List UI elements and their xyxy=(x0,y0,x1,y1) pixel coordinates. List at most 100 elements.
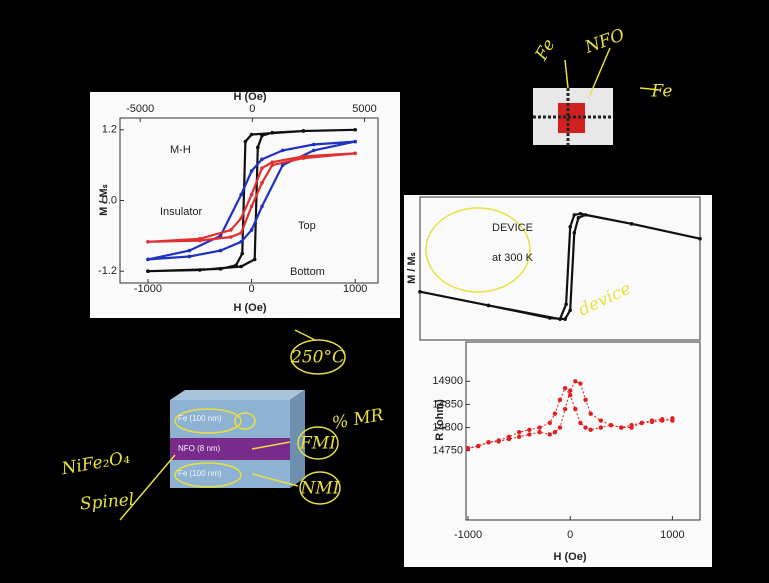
y-axis-label: M / Mₛ xyxy=(406,252,418,284)
slide: -100001000-5000050001.20.0-1.2H (Oe)H (O… xyxy=(0,0,769,583)
x-axis-label: H (Oe) xyxy=(234,302,267,314)
y-tick-label: 1.2 xyxy=(102,124,117,136)
data-point xyxy=(239,231,243,235)
data-point xyxy=(250,169,254,173)
data-point xyxy=(466,446,470,450)
x2-tick-label: 5000 xyxy=(352,103,376,115)
data-point xyxy=(239,240,243,244)
y-tick-label: 14900 xyxy=(432,375,463,387)
data-point xyxy=(229,228,233,232)
data-point xyxy=(553,430,557,434)
data-point xyxy=(239,193,243,197)
data-point xyxy=(260,157,264,161)
annotation: M-H xyxy=(170,144,191,156)
data-point xyxy=(239,265,243,269)
data-point xyxy=(239,216,243,220)
data-point xyxy=(650,420,654,424)
data-point xyxy=(537,430,541,434)
data-point xyxy=(312,149,316,153)
data-point xyxy=(577,216,581,220)
data-point xyxy=(660,418,664,422)
data-point xyxy=(579,212,583,216)
data-point xyxy=(583,398,587,402)
device-photo xyxy=(533,88,613,145)
data-point xyxy=(640,421,644,425)
annotation: DEVICE xyxy=(492,222,533,234)
data-point xyxy=(253,258,257,262)
data-point xyxy=(629,425,633,429)
layer-label: Fe (100 nm) xyxy=(178,469,222,478)
data-point xyxy=(188,255,192,259)
data-point xyxy=(573,407,577,411)
data-point xyxy=(486,440,490,444)
data-point xyxy=(229,235,233,239)
data-point xyxy=(146,240,150,244)
data-point xyxy=(563,386,567,390)
data-point xyxy=(240,252,244,256)
data-point xyxy=(353,128,357,132)
handwritten-note: FMI xyxy=(299,434,336,454)
y-axis-label: R (ohm) xyxy=(434,399,446,441)
data-point xyxy=(527,428,531,432)
data-point xyxy=(588,428,592,432)
data-point xyxy=(302,129,306,133)
data-point xyxy=(588,411,592,415)
annotation: Top xyxy=(298,220,316,232)
x2-axis-label: H (Oe) xyxy=(234,91,267,103)
data-point xyxy=(568,308,572,312)
data-point xyxy=(517,430,521,434)
data-point xyxy=(558,398,562,402)
data-point xyxy=(281,149,285,153)
data-point xyxy=(548,421,552,425)
data-point xyxy=(698,237,702,241)
data-point xyxy=(619,425,623,429)
data-point xyxy=(256,146,260,150)
data-point xyxy=(558,425,562,429)
data-point xyxy=(353,140,357,144)
data-point xyxy=(548,432,552,436)
data-point xyxy=(507,437,511,441)
data-point xyxy=(670,416,674,420)
y-tick-label: -1.2 xyxy=(98,265,117,277)
data-point xyxy=(250,193,254,197)
x-tick-label: -1000 xyxy=(134,283,162,295)
data-point xyxy=(578,421,582,425)
x2-tick-label: 0 xyxy=(249,103,255,115)
data-point xyxy=(260,181,264,185)
data-point xyxy=(527,432,531,436)
data-point xyxy=(537,425,541,429)
data-point xyxy=(487,304,491,308)
data-point xyxy=(578,381,582,385)
data-point xyxy=(564,302,568,306)
data-point xyxy=(219,267,223,271)
x-tick-label: 0 xyxy=(567,529,573,541)
data-point xyxy=(573,379,577,383)
x-axis-label: H (Oe) xyxy=(554,551,587,563)
data-point xyxy=(558,317,562,321)
data-point xyxy=(234,264,238,268)
data-point xyxy=(353,152,357,156)
data-point xyxy=(302,156,306,160)
data-point xyxy=(517,435,521,439)
data-point xyxy=(563,407,567,411)
data-point xyxy=(476,444,480,448)
layer-label: NFO (8 nm) xyxy=(178,444,221,453)
data-point xyxy=(271,163,275,167)
data-point xyxy=(573,213,577,217)
data-point xyxy=(198,239,202,243)
data-point xyxy=(260,134,264,138)
x-tick-label: -1000 xyxy=(454,529,482,541)
annotation: Insulator xyxy=(160,206,203,218)
data-point xyxy=(599,418,603,422)
data-point xyxy=(146,269,150,273)
data-point xyxy=(496,439,500,443)
data-point xyxy=(312,143,316,147)
annotation: Bottom xyxy=(290,266,325,278)
data-point xyxy=(260,166,264,170)
handwritten-note: Fe xyxy=(651,82,673,102)
data-point xyxy=(568,225,572,229)
data-point xyxy=(271,131,275,135)
data-point xyxy=(583,425,587,429)
x2-tick-label: -5000 xyxy=(126,103,154,115)
data-point xyxy=(146,258,150,262)
